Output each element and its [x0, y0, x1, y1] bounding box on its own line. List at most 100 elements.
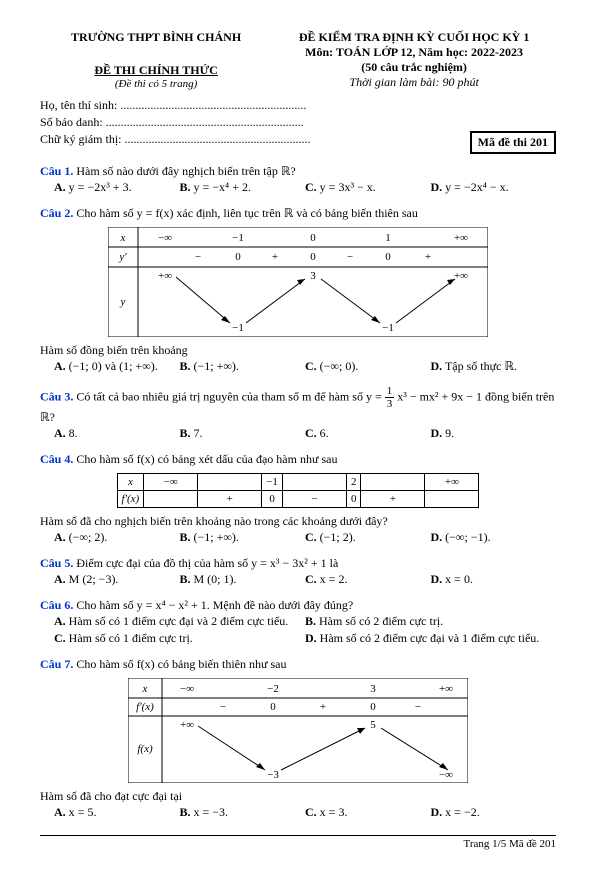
question-stem: Cho hàm số y = f(x) xác định, liên tục t… — [76, 206, 418, 220]
svg-text:−∞: −∞ — [180, 683, 194, 695]
svg-text:+: + — [320, 701, 326, 713]
svg-text:+∞: +∞ — [454, 270, 468, 282]
question-stem: Hàm số nào dưới đây nghịch biến trên tập… — [76, 164, 295, 178]
svg-text:0: 0 — [270, 701, 276, 713]
svg-text:x: x — [142, 683, 148, 695]
option-d: D. x = −2. — [431, 804, 557, 821]
sign-table-q4: x −∞ −1 2 +∞ f′(x) + 0 − 0 + — [117, 473, 480, 508]
option-a: A. (−∞; 2). — [54, 529, 180, 546]
svg-text:y: y — [120, 296, 126, 308]
question-7: Câu 7. Cho hàm số f(x) có bảng biến thiê… — [40, 657, 556, 821]
svg-text:+: + — [425, 251, 431, 263]
svg-text:3: 3 — [310, 270, 316, 282]
exam-subject: Môn: TOÁN LỚP 12, Năm học: 2022-2023 — [272, 45, 556, 60]
svg-text:+∞: +∞ — [180, 719, 194, 731]
question-stem: Cho hàm số y = x⁴ − x² + 1. Mệnh đề nào … — [76, 598, 353, 612]
svg-text:−: − — [220, 701, 226, 713]
option-b: B. Hàm số có 2 điểm cực trị. — [305, 613, 556, 630]
option-d: D. Hàm số có 2 điểm cực đại và 1 điểm cự… — [305, 630, 556, 647]
q7-after: Hàm số đã cho đạt cực đại tại — [40, 789, 556, 804]
question-2: Câu 2. Cho hàm số y = f(x) xác định, liê… — [40, 206, 556, 375]
svg-text:−3: −3 — [267, 769, 279, 781]
candidate-info: Họ, tên thí sinh: ......................… — [40, 98, 556, 154]
question-stem: Điểm cực đại của đồ thị của hàm số y = x… — [76, 556, 338, 570]
svg-text:−: − — [347, 251, 353, 263]
header: TRƯỜNG THPT BÌNH CHÁNH ĐỀ THI CHÍNH THỨC… — [40, 30, 556, 90]
option-a: A. Hàm số có 1 điểm cực đại và 2 điểm cự… — [54, 613, 305, 630]
question-5: Câu 5. Điểm cực đại của đồ thị của hàm s… — [40, 556, 556, 588]
svg-text:−: − — [415, 701, 421, 713]
svg-text:−∞: −∞ — [439, 769, 453, 781]
question-number: Câu 3. — [40, 389, 73, 403]
option-c: C. y = 3x³ − x. — [305, 179, 431, 196]
svg-text:+∞: +∞ — [158, 270, 172, 282]
q3-pre: Có tất cả bao nhiêu giá trị nguyên của t… — [76, 389, 384, 403]
question-number: Câu 5. — [40, 556, 73, 570]
svg-text:−1: −1 — [382, 322, 394, 334]
question-number: Câu 1. — [40, 164, 73, 178]
option-b: B. (−1; +∞). — [180, 358, 306, 375]
question-number: Câu 2. — [40, 206, 73, 220]
option-a: A. x = 5. — [54, 804, 180, 821]
variation-table-q2: x y′ y −∞ −1 0 1 +∞ − 0 + 0 − 0 + +∞ −1 … — [108, 227, 488, 337]
school-block: TRƯỜNG THPT BÌNH CHÁNH ĐỀ THI CHÍNH THỨC… — [40, 30, 272, 90]
option-a: A. M (2; −3). — [54, 571, 180, 588]
svg-text:0: 0 — [310, 232, 316, 244]
option-b: B. x = −3. — [180, 804, 306, 821]
page-footer: Trang 1/5 Mã đề 201 — [40, 835, 556, 850]
school-name: TRƯỜNG THPT BÌNH CHÁNH — [40, 30, 272, 45]
exam-count: (50 câu trắc nghiệm) — [272, 60, 556, 75]
option-d: D. x = 0. — [431, 571, 557, 588]
option-b: B. 7. — [180, 425, 306, 442]
svg-text:f′(x): f′(x) — [136, 701, 154, 713]
option-b: B. (−1; +∞). — [180, 529, 306, 546]
variation-table-q7: x f′(x) f(x) −∞ −2 3 +∞ − 0 + 0 − +∞ −3 … — [128, 678, 468, 783]
svg-text:−1: −1 — [232, 232, 244, 244]
option-c: C. (−∞; 0). — [305, 358, 431, 375]
option-c: C. 6. — [305, 425, 431, 442]
svg-text:−: − — [195, 251, 201, 263]
q4-after: Hàm số đã cho nghịch biến trên khoảng nà… — [40, 514, 556, 529]
option-d: D. y = −2x⁴ − x. — [431, 179, 557, 196]
exam-title-block: ĐỀ KIỂM TRA ĐỊNH KỲ CUỐI HỌC KỲ 1 Môn: T… — [272, 30, 556, 90]
question-number: Câu 7. — [40, 657, 73, 671]
svg-text:1: 1 — [385, 232, 391, 244]
question-stem: Cho hàm số f(x) có bảng xét dấu của đạo … — [76, 452, 337, 466]
svg-text:−∞: −∞ — [158, 232, 172, 244]
question-number: Câu 4. — [40, 452, 73, 466]
svg-text:0: 0 — [385, 251, 391, 263]
question-1: Câu 1. Hàm số nào dưới đây nghịch biến t… — [40, 164, 556, 196]
option-c: C. Hàm số có 1 điểm cực trị. — [54, 630, 305, 647]
option-a: A. y = −2x³ + 3. — [54, 179, 180, 196]
svg-text:5: 5 — [370, 719, 376, 731]
option-b: B. y = −x⁴ + 2. — [180, 179, 306, 196]
option-c: C. x = 2. — [305, 571, 431, 588]
svg-text:−1: −1 — [232, 322, 244, 334]
exam-code-box: Mã đề thi 201 — [470, 131, 556, 154]
svg-text:0: 0 — [310, 251, 316, 263]
svg-text:0: 0 — [370, 701, 376, 713]
option-a: A. 8. — [54, 425, 180, 442]
option-d: D. 9. — [431, 425, 557, 442]
svg-text:+∞: +∞ — [454, 232, 468, 244]
q2-after: Hàm số đồng biến trên khoảng — [40, 343, 556, 358]
svg-text:y′: y′ — [118, 251, 127, 263]
option-c: C. (−1; 2). — [305, 529, 431, 546]
option-d: D. (−∞; −1). — [431, 529, 557, 546]
id-line: Số báo danh: ...........................… — [40, 115, 556, 130]
svg-text:x: x — [120, 232, 126, 244]
question-stem: Cho hàm số f(x) có bảng biến thiên như s… — [76, 657, 286, 671]
exam-duration: Thời gian làm bài: 90 phút — [272, 75, 556, 90]
option-a: A. (−1; 0) và (1; +∞). — [54, 358, 180, 375]
name-line: Họ, tên thí sinh: ......................… — [40, 98, 556, 113]
option-b: B. M (0; 1). — [180, 571, 306, 588]
question-number: Câu 6. — [40, 598, 73, 612]
svg-text:−2: −2 — [267, 683, 279, 695]
fraction-1-3: 13 — [385, 385, 395, 410]
option-c: C. x = 3. — [305, 804, 431, 821]
exam-title: ĐỀ KIỂM TRA ĐỊNH KỲ CUỐI HỌC KỲ 1 — [272, 30, 556, 45]
official-title: ĐỀ THI CHÍNH THỨC — [40, 63, 272, 78]
official-sub: (Đề thi có 5 trang) — [40, 78, 272, 90]
svg-text:+∞: +∞ — [439, 683, 453, 695]
svg-text:f(x): f(x) — [137, 743, 153, 755]
